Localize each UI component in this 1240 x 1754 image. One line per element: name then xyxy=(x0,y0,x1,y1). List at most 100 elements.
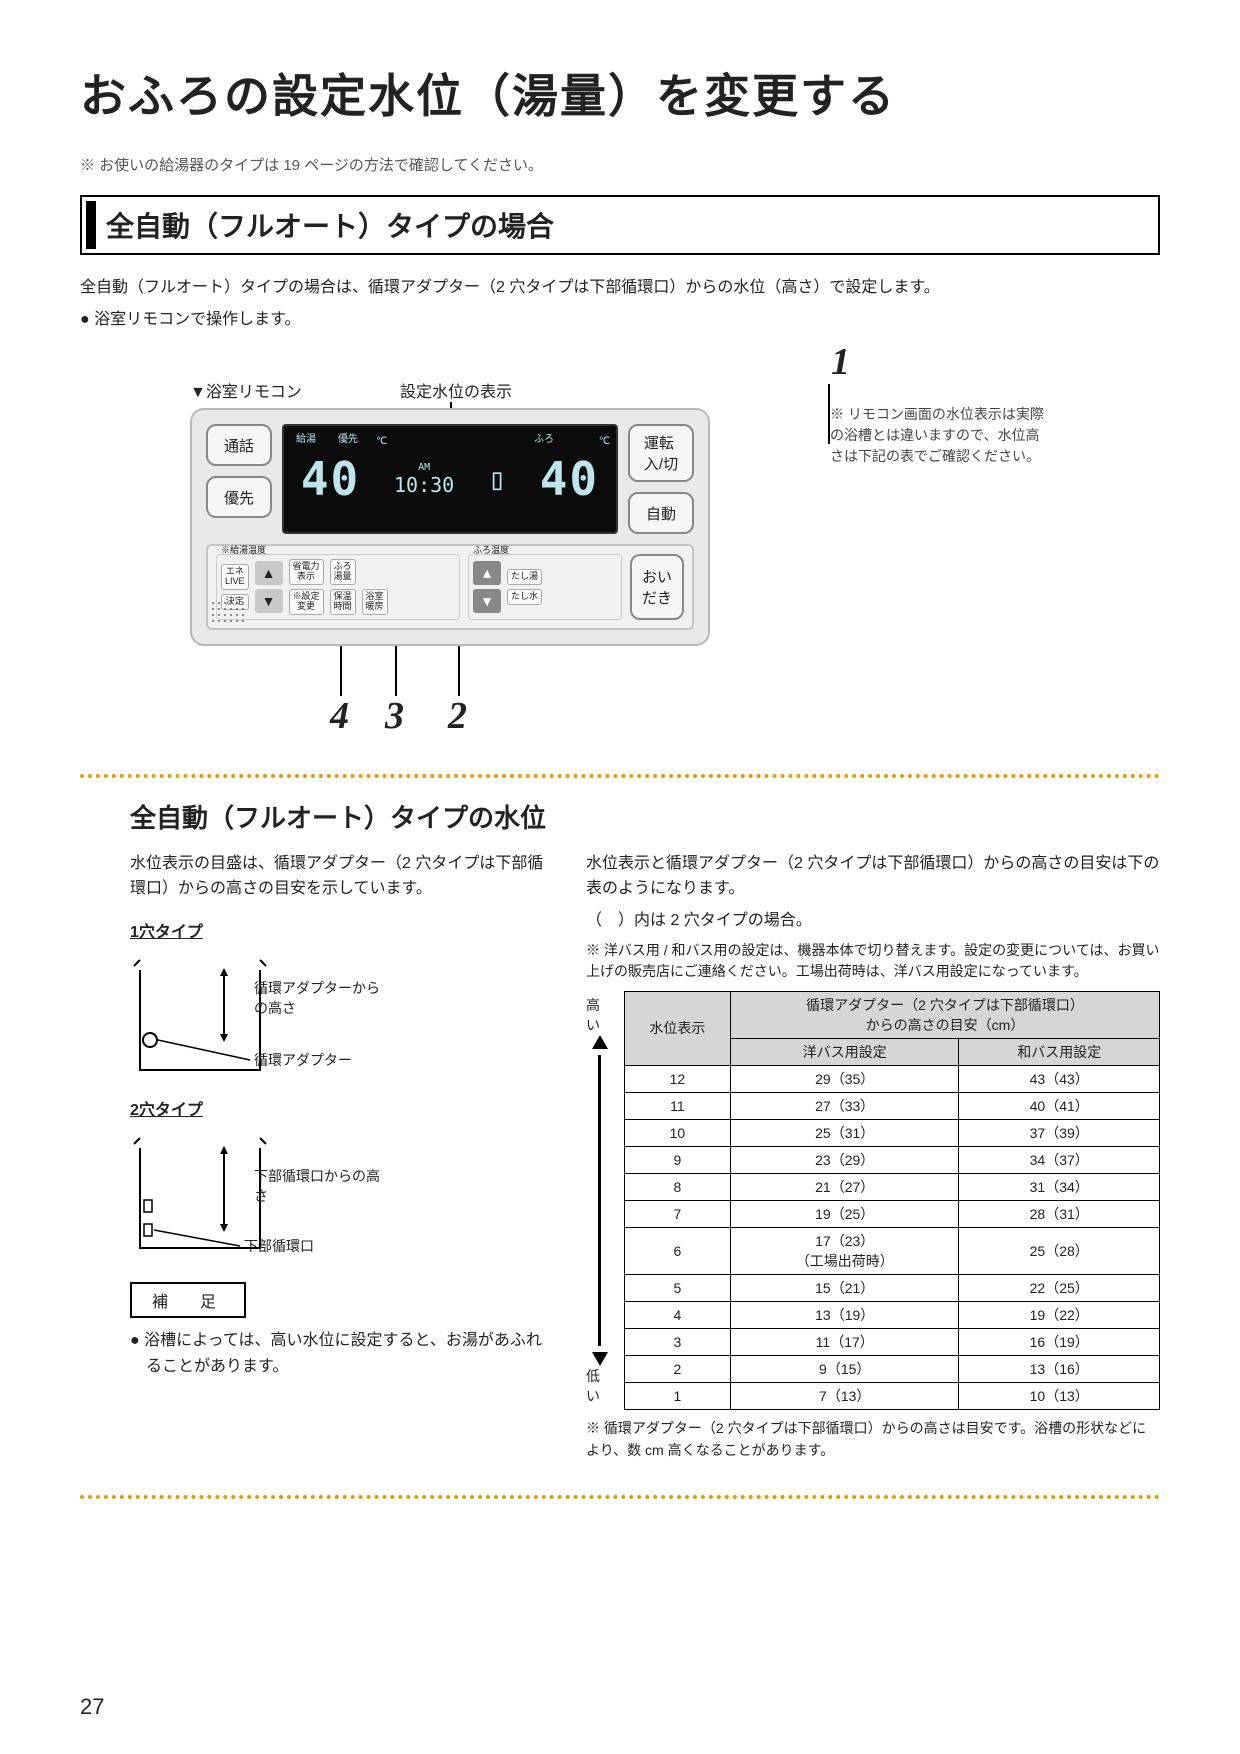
lcd-time: 10:30 xyxy=(394,473,454,497)
hot-temp-lbl: ※給湯温度 xyxy=(221,543,266,556)
table-cell: 27（33） xyxy=(731,1092,959,1119)
table-cell: 11（17） xyxy=(731,1328,959,1355)
priority-button[interactable]: 優先 xyxy=(206,476,272,518)
remote-wrap: ▼浴室リモコン 設定水位の表示 1 通話 優先 給湯 優先 ふろ 40 ℃ AM xyxy=(190,348,810,646)
remote-side-note: ※ リモコン画面の水位表示は実際の浴槽とは違いますので、水位高さは下記の表でご確… xyxy=(830,404,1050,467)
table-cell: 31（34） xyxy=(959,1173,1160,1200)
dotted-separator xyxy=(80,1495,1160,1499)
callout-1: 1 xyxy=(831,340,850,384)
lcd-save-label: 優先 xyxy=(338,430,358,445)
table-cell: 7（13） xyxy=(731,1382,959,1409)
right-para-1: 水位表示と循環アダプター（2 穴タイプは下部循環口）からの高さの目安は下の表のよ… xyxy=(586,851,1160,902)
th-span: 循環アダプター（2 穴タイプは下部循環口） からの高さの目安（cm） xyxy=(731,991,1160,1038)
table-cell: 2 xyxy=(624,1355,730,1382)
supplement-bullet: ● 浴槽によっては、高い水位に設定すると、お湯があふれることがあります。 xyxy=(130,1328,550,1379)
table-cell: 13（16） xyxy=(959,1355,1160,1382)
table-wrap: 高い 低い 水位表示 循環アダプター（2 穴タイプは下部循環口） からの高さの目… xyxy=(586,991,1160,1410)
table-cell: 1 xyxy=(624,1382,730,1409)
power-button[interactable]: 運転 入/切 xyxy=(628,424,694,482)
talk-button[interactable]: 通話 xyxy=(206,424,272,466)
supplement-box: 補 足 xyxy=(130,1282,246,1318)
table-cell: 29（35） xyxy=(731,1065,959,1092)
table-row: 515（21）22（25） xyxy=(624,1274,1159,1301)
bath-down-button[interactable]: ▼ xyxy=(473,589,501,613)
right-note: ※ 洋バス用 / 和バス用の設定は、機器本体で切り替えます。設定の変更については… xyxy=(586,940,1160,983)
table-row: 17（13）10（13） xyxy=(624,1382,1159,1409)
lcd-temp-left: 40 xyxy=(301,452,360,506)
lcd-am: AM xyxy=(418,462,430,473)
type1-label-b: 循環アダプター xyxy=(254,1050,352,1070)
th-yo: 洋バス用設定 xyxy=(731,1038,959,1065)
display-label: 設定水位の表示 xyxy=(400,378,512,402)
remote-caption: ▼浴室リモコン xyxy=(190,378,302,402)
section-heading-box: 全自動（フルオート）タイプの場合 xyxy=(80,195,1160,255)
arrow-label-high: 高い xyxy=(586,995,614,1035)
hot-up-button[interactable]: ▲ xyxy=(255,561,283,585)
th-level: 水位表示 xyxy=(624,991,730,1065)
keep-time-button[interactable]: 保温 時間 xyxy=(330,589,356,615)
table-cell: 25（28） xyxy=(959,1227,1160,1274)
intro-para: 全自動（フルオート）タイプの場合は、循環アダプター（2 穴タイプは下部循環口）か… xyxy=(80,275,1160,301)
lcd-unit-l: ℃ xyxy=(376,436,387,447)
table-row: 1025（31）37（39） xyxy=(624,1119,1159,1146)
callout-3: 3 xyxy=(385,694,404,738)
table-cell: 13（19） xyxy=(731,1301,959,1328)
hot-down-button[interactable]: ▼ xyxy=(255,589,283,613)
sub-heading: 全自動（フルオート）タイプの水位 xyxy=(130,798,1160,835)
left-para: 水位表示の目盛は、循環アダプター（2 穴タイプは下部循環口）からの高さの目安を示… xyxy=(130,851,550,902)
type2-title: 2穴タイプ xyxy=(130,1096,550,1120)
add-water-button[interactable]: たし水 xyxy=(507,589,542,605)
speaker-icon xyxy=(210,600,244,624)
set-change-button[interactable]: ※設定 変更 xyxy=(289,589,324,615)
table-cell: 10（13） xyxy=(959,1382,1160,1409)
table-row: 617（23） （工場出荷時）25（28） xyxy=(624,1227,1159,1274)
callout-line xyxy=(458,646,460,696)
lcd-unit-r: ℃ xyxy=(599,436,610,447)
type1-diagram: 循環アダプターからの高さ 循環アダプター xyxy=(130,950,370,1080)
table-cell: 16（19） xyxy=(959,1328,1160,1355)
remote-control: 通話 優先 給湯 優先 ふろ 40 ℃ AM 10:30 ▯ 40 ℃ xyxy=(190,408,710,646)
table-cell: 4 xyxy=(624,1301,730,1328)
table-cell: 23（29） xyxy=(731,1146,959,1173)
auto-button[interactable]: 自動 xyxy=(628,492,694,534)
table-cell: 43（43） xyxy=(959,1065,1160,1092)
callout-line xyxy=(828,384,830,444)
hot-amount-button[interactable]: ふろ 湯量 xyxy=(330,559,356,585)
table-cell: 5 xyxy=(624,1274,730,1301)
bath-heat-button[interactable]: 浴室 暖房 xyxy=(362,589,388,615)
table-cell: 34（37） xyxy=(959,1146,1160,1173)
table-cell: 40（41） xyxy=(959,1092,1160,1119)
table-cell: 25（31） xyxy=(731,1119,959,1146)
table-cell: 22（25） xyxy=(959,1274,1160,1301)
reheat-button[interactable]: おい だき xyxy=(630,554,684,620)
table-row: 1229（35）43（43） xyxy=(624,1065,1159,1092)
lcd-temp-right: 40 xyxy=(540,452,599,506)
table-cell: 17（23） （工場出荷時） xyxy=(731,1227,959,1274)
bath-temp-lbl: ふろ温度 xyxy=(473,543,509,556)
type2-label-a: 下部循環口からの高さ xyxy=(254,1166,384,1206)
bath-up-button[interactable]: ▲ xyxy=(473,561,501,585)
lcd-display: 給湯 優先 ふろ 40 ℃ AM 10:30 ▯ 40 ℃ xyxy=(282,424,618,534)
table-cell: 10 xyxy=(624,1119,730,1146)
left-column: 水位表示の目盛は、循環アダプター（2 穴タイプは下部循環口）からの高さの目安を示… xyxy=(130,851,550,1468)
arrow-label-low: 低い xyxy=(586,1366,614,1406)
table-row: 29（15）13（16） xyxy=(624,1355,1159,1382)
table-row: 719（25）28（31） xyxy=(624,1200,1159,1227)
table-cell: 6 xyxy=(624,1227,730,1274)
table-foot-note: ※ 循環アダプター（2 穴タイプは下部循環口）からの高さは目安です。浴槽の形状な… xyxy=(586,1418,1160,1461)
table-row: 413（19）19（22） xyxy=(624,1301,1159,1328)
level-gauge-icon: ▯ xyxy=(488,462,506,497)
callout-4: 4 xyxy=(330,694,349,738)
page-title: おふろの設定水位（湯量）を変更する xyxy=(80,60,1160,126)
type2-label-b: 下部循環口 xyxy=(244,1236,314,1256)
callout-2: 2 xyxy=(448,694,467,738)
table-cell: 9 xyxy=(624,1146,730,1173)
table-row: 1127（33）40（41） xyxy=(624,1092,1159,1119)
power-disp-button[interactable]: 省電力 表示 xyxy=(289,559,324,585)
ene-button[interactable]: エネ LIVE xyxy=(221,564,249,590)
callout-line xyxy=(395,646,397,696)
type1-label-a: 循環アダプターからの高さ xyxy=(254,978,384,1018)
add-hot-button[interactable]: たし湯 xyxy=(507,569,542,585)
bottom-panel: ※給湯温度 エネ LIVE 決定 ▲ ▼ 省電力 表示 ※設定 変更 ふろ 湯 xyxy=(206,544,694,630)
page-number: 27 xyxy=(80,1694,104,1720)
